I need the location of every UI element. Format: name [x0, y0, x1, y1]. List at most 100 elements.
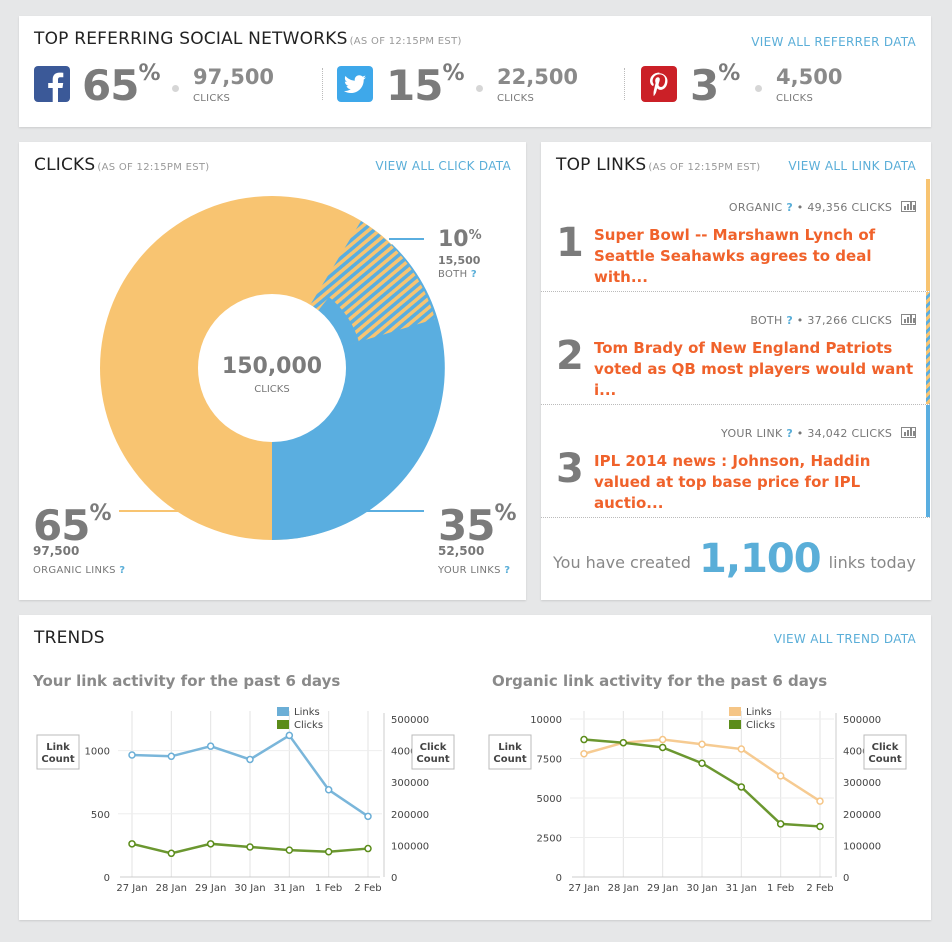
- both-value: 15,500: [438, 254, 481, 267]
- organic-link-activity-chart: 0250050007500100000100000200000300000400…: [488, 707, 907, 894]
- bar-chart-icon[interactable]: [901, 427, 916, 438]
- legend-swatch: [277, 707, 289, 716]
- data-point: [580, 750, 588, 758]
- facebook-clicks-label: CLICKS: [193, 93, 231, 104]
- axis-label-box: [488, 734, 532, 770]
- right-tick-label: 300000: [843, 778, 881, 789]
- both-label: BOTH ?: [438, 269, 477, 280]
- data-point: [285, 731, 294, 740]
- your-links-percent: 35%: [438, 501, 517, 550]
- pinterest-icon[interactable]: [641, 66, 677, 102]
- right-tick-label: 100000: [843, 841, 881, 852]
- clicks-title: CLICKS (AS OF 12:15PM EST): [34, 155, 210, 175]
- your-links-value: 52,500: [438, 544, 485, 558]
- data-point: [364, 844, 372, 853]
- axis-label-text: Count: [868, 754, 901, 765]
- data-point: [619, 738, 628, 747]
- x-tick-label: 27 Jan: [568, 883, 599, 894]
- links-created-count: 1,100: [699, 536, 822, 582]
- x-tick-label: 1 Feb: [767, 883, 794, 894]
- link-meta: BOTH ? • 37,266 CLICKS: [750, 314, 916, 327]
- your-link-activity-chart: 0 500 1000 0 100000 200000 300000 400000 500000 L…: [36, 707, 455, 894]
- link-title[interactable]: Super Bowl -- Marshawn Lynch of Seattle …: [594, 226, 876, 286]
- top-link-item[interactable]: ORGANIC ? • 49,356 CLICKS 1 Super Bowl -…: [541, 179, 930, 292]
- data-point: [776, 820, 785, 828]
- axis-label-text: Count: [493, 754, 526, 765]
- help-icon[interactable]: ?: [786, 314, 793, 327]
- facebook-icon[interactable]: [34, 66, 70, 102]
- legend-swatch: [729, 707, 741, 716]
- view-all-click-link[interactable]: VIEW ALL CLICK DATA: [375, 159, 511, 173]
- pinterest-percent: 3%: [690, 61, 741, 110]
- organic-activity-title: Organic link activity for the past 6 day…: [492, 672, 828, 690]
- x-tick-label: 27 Jan: [116, 883, 147, 894]
- axis-label-box: [36, 734, 80, 770]
- top-links-as-of: (AS OF 12:15PM EST): [648, 162, 761, 173]
- twitter-icon[interactable]: [337, 66, 373, 102]
- axis-label-box: [411, 734, 455, 770]
- divider: [624, 68, 625, 100]
- data-point: [364, 812, 372, 821]
- x-tick-label: 2 Feb: [806, 883, 833, 894]
- help-icon[interactable]: ?: [119, 565, 126, 576]
- x-tick-label: 30 Jan: [686, 883, 717, 894]
- link-title[interactable]: IPL 2014 news : Johnson, Haddin valued a…: [594, 452, 871, 512]
- link-title[interactable]: Tom Brady of New England Patriots voted …: [594, 339, 914, 399]
- right-tick-label: 500000: [391, 715, 429, 726]
- organic-value: 97,500: [33, 544, 80, 558]
- pinterest-clicks: 4,500: [776, 65, 843, 89]
- donut-center: [198, 294, 346, 442]
- clicks-as-of: (AS OF 12:15PM EST): [97, 162, 210, 173]
- data-point: [737, 745, 746, 753]
- help-icon[interactable]: ?: [504, 565, 511, 576]
- left-tick-label: 0: [556, 873, 562, 884]
- bar-chart-icon[interactable]: [901, 201, 916, 212]
- pinterest-clicks-label: CLICKS: [776, 93, 814, 104]
- right-tick-label: 0: [843, 873, 849, 884]
- link-rank: 2: [556, 333, 584, 379]
- help-icon[interactable]: ?: [786, 201, 793, 214]
- data-point: [128, 751, 136, 759]
- data-point: [658, 743, 667, 752]
- axis-label-text: Count: [41, 754, 74, 765]
- bar-chart-icon[interactable]: [901, 314, 916, 325]
- clicks-card: CLICKS (AS OF 12:15PM EST) VIEW ALL CLICK…: [19, 142, 526, 600]
- data-point: [128, 840, 136, 848]
- right-tick-label: 400000: [391, 747, 429, 758]
- referrers-as-of: (AS OF 12:15PM EST): [349, 36, 462, 47]
- help-icon[interactable]: ?: [786, 427, 793, 440]
- help-icon[interactable]: ?: [470, 269, 477, 280]
- left-tick-label: 10000: [530, 715, 562, 726]
- top-link-item[interactable]: BOTH ? • 37,266 CLICKS 2 Tom Brady of Ne…: [541, 292, 930, 405]
- view-all-trend-link[interactable]: VIEW ALL TREND DATA: [773, 632, 916, 646]
- legend-label: Links: [294, 707, 320, 718]
- link-meta: ORGANIC ? • 49,356 CLICKS: [729, 201, 916, 214]
- axis-label-text: Link: [498, 742, 522, 753]
- donut-total: 150,000: [221, 354, 323, 379]
- x-tick-label: 31 Jan: [274, 883, 305, 894]
- right-tick-label: 0: [391, 873, 397, 884]
- your-links-label: YOUR LINKS ?: [438, 565, 511, 576]
- twitter-percent: 15%: [386, 61, 465, 110]
- left-tick-label: 5000: [537, 794, 562, 805]
- organic-label: ORGANIC LINKS ?: [33, 565, 126, 576]
- right-tick-label: 100000: [391, 841, 429, 852]
- view-all-link-data-link[interactable]: VIEW ALL LINK DATA: [788, 159, 916, 173]
- left-tick-label: 7500: [537, 755, 562, 766]
- view-all-referrer-link[interactable]: VIEW ALL REFERRER DATA: [751, 35, 916, 49]
- link-meta: YOUR LINK ? • 34,042 CLICKS: [721, 427, 916, 440]
- x-tick-label: 31 Jan: [726, 883, 757, 894]
- right-tick-label: 500000: [843, 715, 881, 726]
- donut-total-label: CLICKS: [254, 384, 290, 395]
- your-activity-title: Your link activity for the past 6 days: [33, 672, 341, 690]
- referrers-title: TOP REFERRING SOCIAL NETWORKS (AS OF 12:1…: [34, 29, 462, 49]
- left-tick-label: 2500: [537, 834, 562, 845]
- data-point: [737, 783, 746, 791]
- data-point: [246, 843, 254, 851]
- axis-label-text: Click: [872, 742, 899, 753]
- top-link-item[interactable]: YOUR LINK ? • 34,042 CLICKS 3 IPL 2014 n…: [541, 405, 930, 518]
- data-point: [324, 786, 333, 794]
- axis-label-text: Count: [416, 754, 449, 765]
